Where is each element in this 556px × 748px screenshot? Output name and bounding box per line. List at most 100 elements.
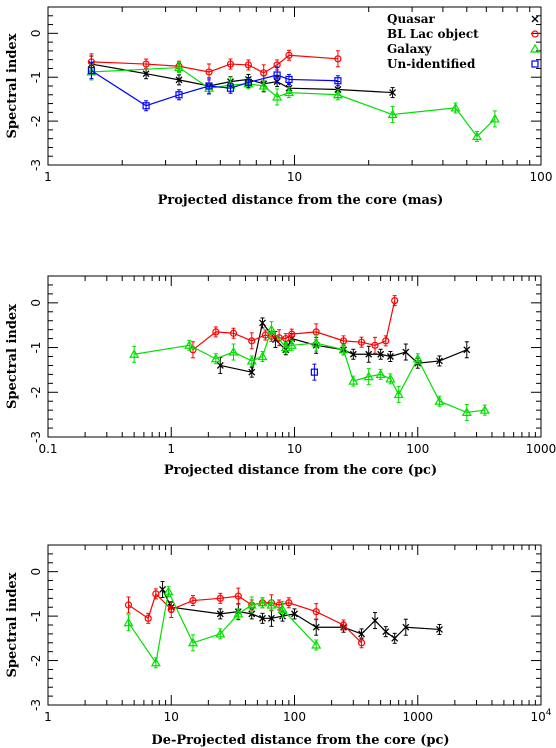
bllac-point [382,337,390,345]
legend-label: BL Lac object [387,27,479,41]
galaxy-point [210,353,221,363]
quasar-point [248,610,256,618]
galaxy-point [228,346,239,356]
galaxy-point [311,337,322,347]
galaxy-point [363,371,374,381]
quasar-point [216,361,224,369]
legend-marker [529,43,541,53]
x-tick-superscript: 4 [546,708,552,718]
y-tick-label: 0 [29,30,43,38]
x-tick-label: 100 [530,170,553,184]
galaxy-point [479,404,490,414]
quasar-point [349,350,357,358]
bllac-point [212,328,220,336]
unidentified-point [285,75,293,84]
galaxy-point [272,91,283,101]
galaxy-point [434,396,445,405]
plot-frame [47,544,542,706]
x-tick-label: 1 [44,170,52,184]
y-axis-label: Spectral index [5,33,20,138]
galaxy-point [184,340,195,349]
galaxy-point [233,608,244,618]
galaxy-point [450,102,461,112]
legend-label: Un-identified [387,57,476,71]
panel-mas: 1 10 100 0 -1 -2 -3 Projected distance from the… [5,6,553,208]
galaxy-point [471,131,483,141]
quasar-point [358,630,366,638]
x-tick-label: 100 [406,442,429,456]
galaxy-point [385,373,396,383]
galaxy-point [129,349,140,358]
galaxy-point [187,637,198,647]
bllac-point [334,55,342,63]
galaxy-line [128,589,317,665]
galaxy-point [375,369,386,378]
bllac-point [144,614,152,622]
galaxy-point [277,604,288,614]
quasar-point [382,628,390,636]
galaxy-point [257,597,268,607]
quasar-point [159,585,167,593]
y-tick-label: -2 [29,386,43,398]
unidentified-point [244,78,252,87]
bllac-point [152,590,160,598]
quasar-point [386,353,394,360]
bllac-point [357,338,366,346]
bllac-point [229,329,238,337]
bllac-point [205,68,213,76]
galaxy-point [283,87,295,97]
galaxy-point [257,351,268,361]
legend-label: Quasar [387,12,435,26]
bllac-point [260,69,268,77]
bllac-point [234,592,242,600]
bllac-point [339,621,348,629]
quasar-point [259,319,266,327]
quasar-line [91,63,393,94]
galaxy-point [266,599,277,609]
bllac-point [244,61,252,69]
bllac-point [226,60,235,68]
bllac-point [142,60,150,68]
quasar-point [216,610,224,618]
unidentified-point [310,368,318,376]
x-tick-label: 1000 [526,442,556,456]
y-tick-label: -2 [29,115,43,127]
galaxy-point [215,628,226,638]
unidentified-point [205,82,213,90]
galaxy-point [266,324,277,334]
quasar-line [220,321,468,373]
bllac-point [216,594,224,602]
y-tick-label: -1 [29,342,43,354]
galaxy-point [332,89,343,99]
quasar-point [389,89,397,97]
y-tick-label: -3 [29,699,43,711]
y-tick-label: -3 [29,159,43,171]
x-tick-label: 1000 [402,710,433,724]
bllac-point [124,601,133,609]
y-tick-label: 0 [29,299,43,307]
legend-label: Galaxy [387,42,433,56]
quasar-point [248,368,256,376]
legend-marker [531,15,539,23]
x-axis-label: Projected distance from the core (pc) [164,463,437,478]
y-tick-label: 0 [29,568,43,576]
x-tick-label: 10 [287,442,302,456]
quasar-point [312,623,320,631]
galaxy-point [461,407,472,417]
x-tick-label: 1 [44,710,52,724]
y-tick-label: -1 [29,71,43,83]
galaxy-point [387,109,398,119]
galaxy-point [163,586,174,596]
bllac-point [339,337,348,345]
bllac-point [275,334,283,342]
quasar-point [435,625,443,633]
galaxy-point [123,617,134,627]
galaxy-point [246,355,257,365]
legend-marker [531,60,539,68]
quasar-point [402,348,410,356]
bllac-point [189,596,197,605]
quasar-point [435,357,443,365]
bllac-point [285,599,293,607]
unidentified-point [273,71,281,79]
